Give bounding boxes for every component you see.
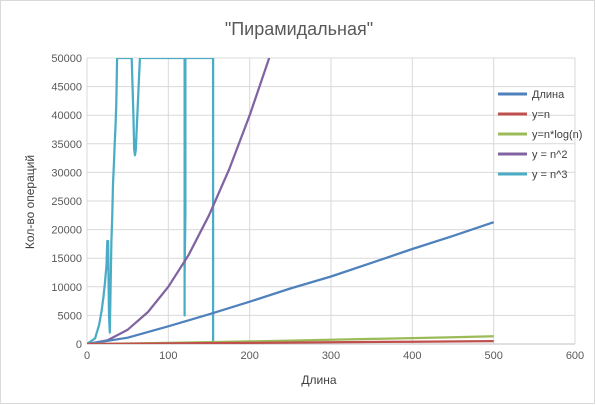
legend-label-3: y = n^2 bbox=[532, 149, 567, 161]
series-line-0 bbox=[87, 221, 495, 344]
legend-label-0: Длина bbox=[532, 89, 565, 101]
y-tick-label: 10000 bbox=[51, 282, 82, 294]
x-tick-label: 400 bbox=[403, 350, 421, 362]
x-axis-title: Длина bbox=[301, 373, 336, 387]
y-tick-label: 40000 bbox=[51, 110, 82, 122]
legend-label-2: y=n*log(n) bbox=[532, 129, 582, 141]
x-tick-label: 300 bbox=[322, 350, 340, 362]
x-tick-label: 200 bbox=[240, 350, 258, 362]
gridlines bbox=[86, 57, 576, 345]
y-tick-label: 25000 bbox=[51, 196, 82, 208]
x-tick-label: 0 bbox=[84, 350, 90, 362]
x-tick-label: 600 bbox=[566, 350, 584, 362]
y-tick-label: 30000 bbox=[51, 167, 82, 179]
legend: Длина y=n y=n*log(n) y = n^2 y = n^3 bbox=[498, 89, 582, 181]
y-tick-label: 15000 bbox=[51, 253, 82, 265]
y-tick-label: 5000 bbox=[58, 310, 82, 322]
y-axis-title: Кол-во операций bbox=[23, 155, 37, 249]
series-lines bbox=[87, 58, 495, 344]
legend-label-4: y = n^3 bbox=[532, 169, 567, 181]
series-line-3 bbox=[87, 58, 271, 344]
y-tick-label: 45000 bbox=[51, 82, 82, 94]
legend-label-1: y=n bbox=[532, 109, 550, 121]
y-tick-label: 35000 bbox=[51, 139, 82, 151]
axes: 0500010000150002000025000300003500040000… bbox=[51, 53, 584, 362]
series-line-1 bbox=[87, 339, 494, 344]
x-tick-label: 500 bbox=[484, 350, 502, 362]
chart-title: "Пирамидальная" bbox=[225, 19, 373, 39]
y-tick-label: 50000 bbox=[51, 53, 82, 65]
y-tick-label: 0 bbox=[76, 339, 82, 351]
x-tick-label: 100 bbox=[159, 350, 177, 362]
series-line-4 bbox=[87, 58, 215, 344]
y-tick-label: 20000 bbox=[51, 225, 82, 237]
